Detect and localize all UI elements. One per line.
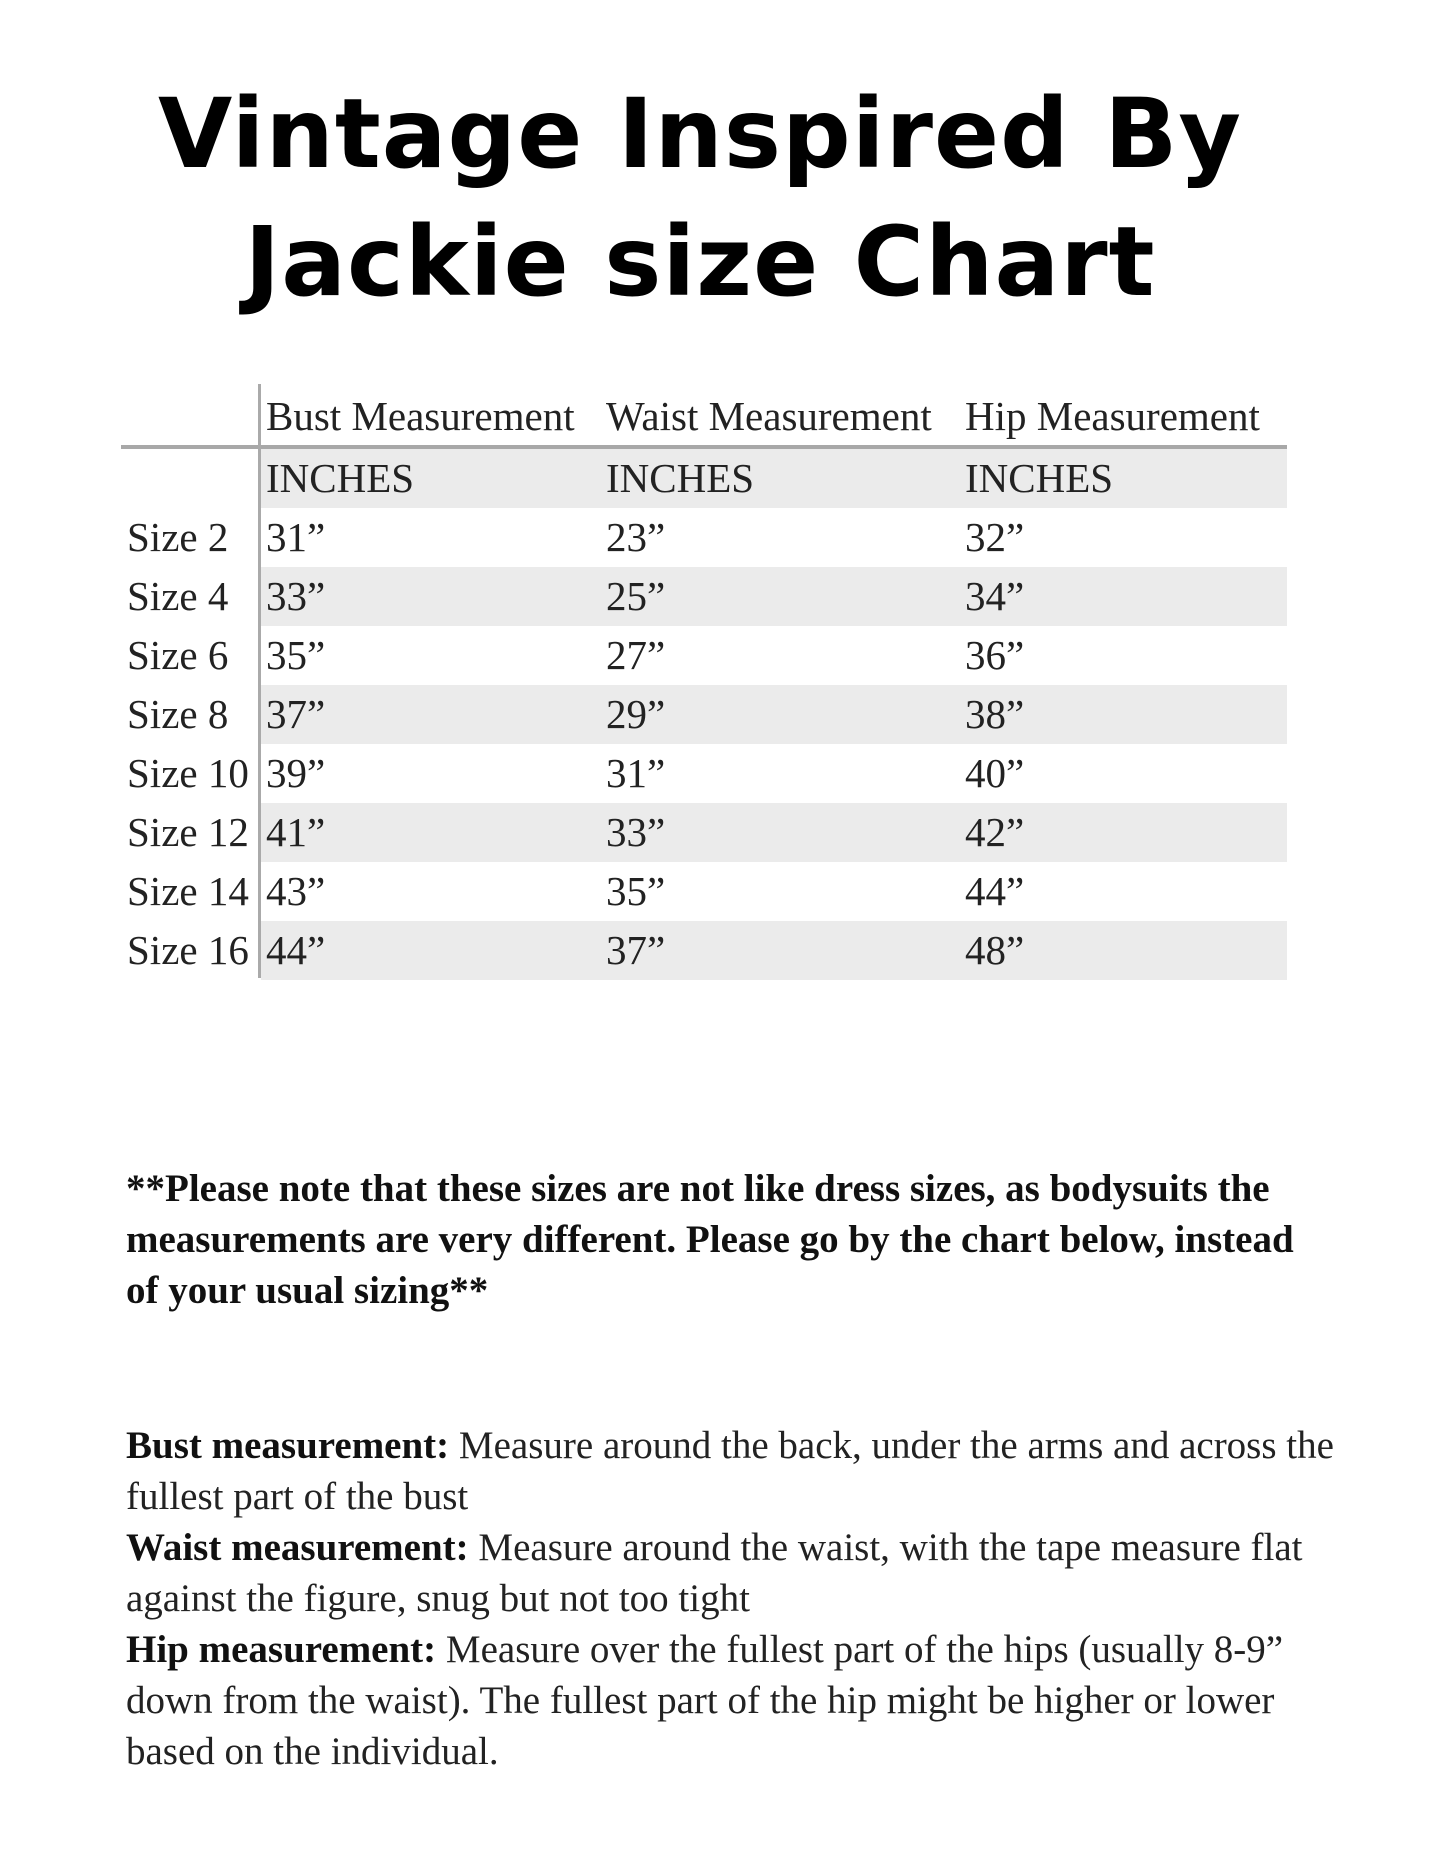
table-row: Size 2 31” 23” 32” bbox=[121, 508, 1287, 567]
cell-waist: 33” bbox=[606, 809, 666, 855]
table-header-row: Bust Measurement Waist Measurement Hip M… bbox=[121, 384, 1287, 449]
table-row: Size 14 43” 35” 44” bbox=[121, 862, 1287, 921]
cell-bust: 33” bbox=[266, 573, 326, 619]
cell-size: Size 4 bbox=[127, 573, 229, 619]
cell-waist: 25” bbox=[606, 573, 666, 619]
cell-size: Size 2 bbox=[127, 514, 229, 560]
cell-size: Size 10 bbox=[127, 750, 249, 796]
column-header-waist: Waist Measurement bbox=[606, 393, 932, 439]
unit-bust: INCHES bbox=[266, 455, 415, 501]
cell-hip: 36” bbox=[965, 632, 1025, 678]
cell-waist: 37” bbox=[606, 927, 666, 973]
table-row: Size 10 39” 31” 40” bbox=[121, 744, 1287, 803]
column-header-bust: Bust Measurement bbox=[266, 393, 575, 439]
cell-bust: 41” bbox=[266, 809, 326, 855]
cell-hip: 38” bbox=[965, 691, 1025, 737]
cell-size: Size 14 bbox=[127, 868, 249, 914]
cell-hip: 44” bbox=[965, 868, 1025, 914]
cell-hip: 40” bbox=[965, 750, 1025, 796]
cell-waist: 27” bbox=[606, 632, 666, 678]
cell-waist: 35” bbox=[606, 868, 666, 914]
cell-bust: 35” bbox=[266, 632, 326, 678]
table-row: Size 4 33” 25” 34” bbox=[121, 567, 1287, 626]
table-row: Size 8 37” 29” 38” bbox=[121, 685, 1287, 744]
cell-hip: 34” bbox=[965, 573, 1025, 619]
cell-waist: 31” bbox=[606, 750, 666, 796]
page-title: Vintage Inspired By Jackie size Chart bbox=[0, 70, 1400, 326]
cell-size: Size 16 bbox=[127, 927, 249, 973]
title-line-2: Jackie size Chart bbox=[244, 206, 1156, 318]
table-row: Size 6 35” 27” 36” bbox=[121, 626, 1287, 685]
cell-waist: 23” bbox=[606, 514, 666, 560]
unit-hip: INCHES bbox=[965, 455, 1114, 501]
table-divider bbox=[258, 384, 261, 978]
cell-bust: 37” bbox=[266, 691, 326, 737]
cell-bust: 44” bbox=[266, 927, 326, 973]
units-row: INCHES INCHES INCHES bbox=[121, 449, 1287, 508]
cell-size: Size 12 bbox=[127, 809, 249, 855]
cell-size: Size 8 bbox=[127, 691, 229, 737]
cell-bust: 31” bbox=[266, 514, 326, 560]
title-line-1: Vintage Inspired By bbox=[158, 78, 1242, 190]
cell-hip: 48” bbox=[965, 927, 1025, 973]
table-row: Size 12 41” 33” 42” bbox=[121, 803, 1287, 862]
definition-waist: Waist measurement: Measure around the wa… bbox=[126, 1526, 1303, 1620]
cell-waist: 29” bbox=[606, 691, 666, 737]
definition-hip: Hip measurement: Measure over the fulles… bbox=[126, 1628, 1284, 1773]
unit-waist: INCHES bbox=[606, 455, 755, 501]
cell-hip: 32” bbox=[965, 514, 1025, 560]
definition-bust: Bust measurement: Measure around the bac… bbox=[126, 1424, 1334, 1518]
column-header-hip: Hip Measurement bbox=[965, 393, 1260, 439]
table-row: Size 16 44” 37” 48” bbox=[121, 921, 1287, 980]
cell-size: Size 6 bbox=[127, 632, 229, 678]
cell-hip: 42” bbox=[965, 809, 1025, 855]
cell-bust: 43” bbox=[266, 868, 326, 914]
cell-bust: 39” bbox=[266, 750, 326, 796]
measurement-definitions: Bust measurement: Measure around the bac… bbox=[126, 1420, 1346, 1777]
size-chart-table: Bust Measurement Waist Measurement Hip M… bbox=[121, 384, 1287, 980]
sizing-note: **Please note that these sizes are not l… bbox=[126, 1167, 1294, 1312]
